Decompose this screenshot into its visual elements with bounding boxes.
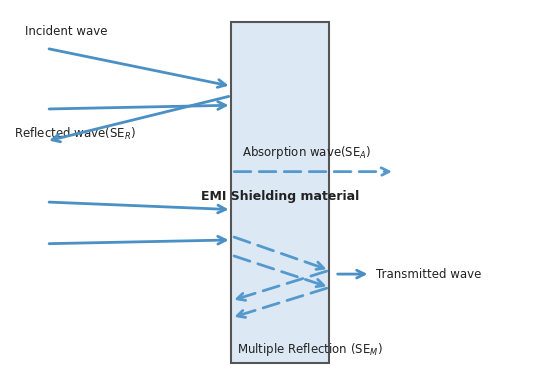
FancyArrowPatch shape [234, 256, 324, 287]
Text: EMI Shielding material: EMI Shielding material [201, 190, 360, 203]
FancyArrowPatch shape [49, 202, 225, 213]
FancyArrowPatch shape [49, 102, 225, 109]
FancyArrowPatch shape [52, 96, 229, 142]
Text: Multiple Reflection (SE$_M$): Multiple Reflection (SE$_M$) [237, 341, 383, 358]
FancyArrowPatch shape [234, 168, 389, 176]
FancyArrowPatch shape [49, 49, 225, 87]
FancyArrowPatch shape [237, 288, 327, 317]
Text: Absorption wave(SE$_A$): Absorption wave(SE$_A$) [243, 144, 372, 161]
FancyArrowPatch shape [338, 270, 365, 278]
FancyArrowPatch shape [237, 271, 327, 300]
Bar [232, 22, 329, 363]
Text: Transmitted wave: Transmitted wave [376, 268, 481, 281]
Text: Reflected wave(SE$_R$): Reflected wave(SE$_R$) [14, 126, 135, 142]
FancyArrowPatch shape [234, 237, 324, 270]
Text: Incident wave: Incident wave [25, 25, 107, 38]
FancyArrowPatch shape [49, 236, 225, 244]
